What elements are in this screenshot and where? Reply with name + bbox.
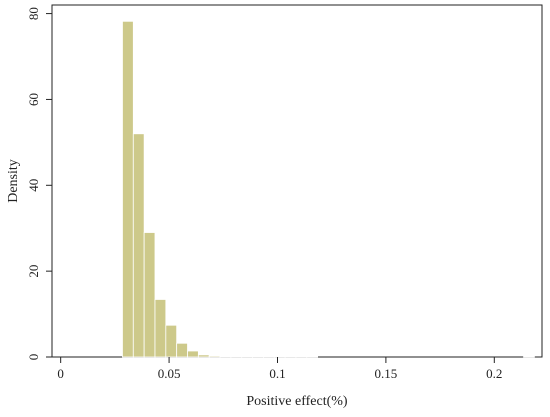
- x-tick-label-1: 0.05: [158, 366, 181, 381]
- histogram-bars: [122, 20, 535, 358]
- histogram-bar-17: [306, 355, 318, 358]
- histogram-bar-12: [252, 355, 264, 358]
- histogram-bar-3: [154, 299, 167, 358]
- histogram-bar-9: [219, 355, 232, 358]
- histogram-bar-10: [230, 355, 243, 358]
- x-axis: 0 0.05 0.1 0.15 0.2: [57, 357, 502, 381]
- y-tick-label-3: 60: [26, 93, 41, 106]
- histogram-bar-18: [523, 355, 535, 358]
- histogram-bar-13: [262, 355, 275, 358]
- x-axis-label: Positive effect(%): [246, 394, 348, 409]
- y-tick-label-4: 80: [26, 7, 41, 20]
- x-tick-label-3: 0.15: [375, 366, 398, 381]
- y-tick-label-2: 40: [26, 179, 41, 192]
- histogram-bar-14: [273, 355, 286, 358]
- histogram-bar-5: [176, 342, 188, 358]
- histogram-bar-8: [208, 355, 221, 358]
- y-tick-label-0: 0: [26, 354, 41, 361]
- x-tick-label-2: 0.1: [269, 366, 285, 381]
- x-tick-label-4: 0.2: [486, 366, 502, 381]
- y-axis-label: Density: [6, 159, 21, 203]
- y-axis: 0 20 40 60 80: [26, 7, 52, 360]
- y-tick-label-1: 20: [26, 265, 41, 278]
- histogram-bar-0: [122, 20, 134, 358]
- histogram-bar-15: [284, 355, 297, 358]
- histogram-bar-4: [165, 324, 178, 358]
- histogram-bar-11: [241, 355, 253, 358]
- histogram-bar-7: [197, 354, 210, 358]
- histogram-bar-1: [132, 133, 145, 358]
- x-tick-label-0: 0: [57, 366, 64, 381]
- histogram-bar-6: [187, 350, 199, 358]
- histogram-bar-2: [143, 232, 156, 358]
- histogram-bar-16: [295, 355, 308, 358]
